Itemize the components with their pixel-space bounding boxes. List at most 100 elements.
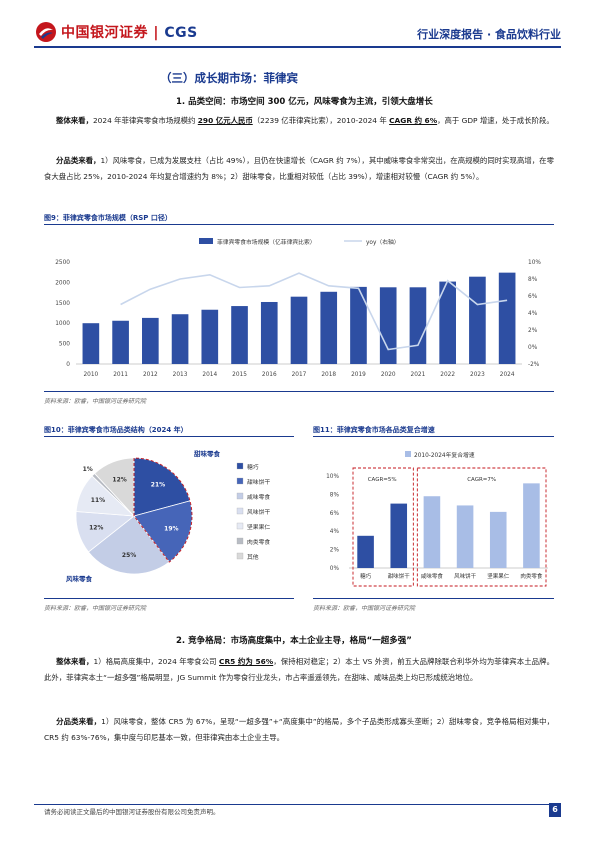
x-tick: 2024 bbox=[500, 372, 515, 378]
paragraph-category: 分品类来看，1）风味零食，已成为发展支柱（占比 49%），且仍在快速增长（CAG… bbox=[44, 156, 554, 181]
y-tick-right: -2% bbox=[528, 362, 540, 368]
x-tick: 2015 bbox=[232, 372, 247, 378]
pie-label: 25% bbox=[122, 552, 136, 559]
x-tick: 2021 bbox=[411, 372, 426, 378]
legend-swatch-甜味饼干 bbox=[236, 477, 244, 485]
subsection-title-1: 1. 品类空间：市场空间 300 亿元，风味零食为主流，引领大盘增长 bbox=[176, 97, 433, 107]
bar-风味饼干 bbox=[456, 505, 474, 568]
pie-label: 12% bbox=[89, 524, 103, 531]
bar-糖巧 bbox=[357, 535, 374, 568]
y-tick: 10% bbox=[326, 474, 339, 480]
y-tick-left: 0 bbox=[66, 362, 70, 368]
fig10-source: 资料来源：欧睿，中国银河证券研究院 bbox=[44, 605, 147, 612]
x-tick: 2019 bbox=[351, 372, 366, 378]
y-tick-left: 2500 bbox=[55, 260, 70, 266]
bar-2019 bbox=[350, 286, 367, 364]
sweet-group-outline bbox=[133, 457, 193, 563]
y-tick-right: 4% bbox=[528, 311, 538, 317]
report-type: 行业深度报告 · 食品饮料行业 bbox=[417, 28, 561, 41]
legend-label-line: yoy（右轴） bbox=[366, 238, 400, 246]
legend-label-肉类零食: 肉类零食 bbox=[247, 538, 270, 546]
brand-name: 中国银河证券 | CGS bbox=[61, 25, 198, 41]
yoy-line bbox=[120, 272, 508, 351]
bar-2011 bbox=[112, 320, 129, 364]
bar-2022 bbox=[439, 281, 456, 364]
legend-swatch-其他 bbox=[236, 552, 244, 560]
y-tick-left: 1000 bbox=[55, 321, 70, 327]
footer-divider bbox=[34, 804, 561, 805]
x-tick: 坚果果仁 bbox=[487, 572, 510, 580]
legend-swatch-咸味零食 bbox=[236, 492, 244, 500]
fig10-caption: 图10：菲律宾零食市场品类结构（2024 年） bbox=[44, 426, 188, 434]
group-label-sweet: 甜味零食 bbox=[194, 449, 221, 458]
bar-2023 bbox=[469, 276, 486, 364]
fig9-chart: 菲律宾零食市场规模（亿菲律宾比索） yoy（右轴） 0 500 1000 1500 2000… bbox=[55, 238, 541, 378]
x-tick: 咸味零食 bbox=[421, 572, 444, 580]
fig9-bottom-line bbox=[44, 391, 554, 392]
fig9-source: 资料来源：欧睿，中国银河证券研究院 bbox=[44, 398, 147, 405]
pie-slice-咸味零食 bbox=[87, 515, 170, 575]
fig9-caption: 图9：菲律宾零食市场规模（RSP 口径） bbox=[44, 214, 172, 222]
cgs-logo-icon bbox=[36, 22, 56, 42]
bar-2015 bbox=[231, 306, 248, 364]
sweet-group-box bbox=[352, 467, 414, 587]
bar-咸味零食 bbox=[423, 496, 441, 568]
y-tick-left: 500 bbox=[59, 342, 70, 348]
pie-label: 1% bbox=[83, 466, 93, 473]
bar-2024 bbox=[498, 272, 516, 364]
legend-swatch-风味饼干 bbox=[236, 507, 244, 515]
y-tick-right: 2% bbox=[528, 328, 538, 334]
footer-disclaimer: 请务必阅读正文最后的中国银河证券股份有限公司免责声明。 bbox=[44, 808, 220, 816]
fig9-top-line bbox=[44, 224, 554, 225]
x-tick: 2020 bbox=[381, 372, 396, 378]
legend-label-风味饼干: 风味饼干 bbox=[247, 508, 270, 516]
legend-label-糖巧: 糖巧 bbox=[247, 463, 259, 471]
fig11-bottom-line bbox=[313, 598, 554, 599]
bar-2014 bbox=[201, 309, 219, 364]
x-tick: 2022 bbox=[440, 372, 455, 378]
bar-2016 bbox=[260, 301, 278, 364]
subsection-title-2: 2. 竞争格局：市场高度集中，本土企业主导，格局“一超多强” bbox=[176, 636, 412, 646]
fig10-top-line bbox=[44, 436, 294, 437]
legend-label-bar: 菲律宾零食市场规模（亿菲律宾比索） bbox=[217, 238, 316, 246]
legend-swatch-bar bbox=[199, 238, 213, 244]
fig11-top-line bbox=[313, 436, 554, 437]
x-tick: 2017 bbox=[292, 372, 307, 378]
bar-2020 bbox=[379, 287, 397, 364]
x-tick: 2010 bbox=[83, 372, 98, 378]
y-tick: 0% bbox=[330, 566, 340, 572]
legend-swatch-cagr bbox=[405, 451, 411, 457]
fig10-bottom-line bbox=[44, 598, 294, 599]
x-tick: 2016 bbox=[262, 372, 277, 378]
bar-2021 bbox=[409, 287, 427, 364]
section-title: （三）成长期市场：菲律宾 bbox=[160, 71, 298, 85]
legend-swatch-糖巧 bbox=[236, 462, 244, 470]
legend-label-咸味零食: 咸味零食 bbox=[247, 493, 270, 501]
paragraph-market-size: 整体来看，2024 年菲律宾零食市场规模约 290 亿元人民币（2239 亿菲律… bbox=[56, 116, 554, 125]
bar-2010 bbox=[82, 323, 100, 364]
annotation-savory-cagr: CAGR=7% bbox=[467, 477, 496, 483]
fig9-legend: 菲律宾零食市场规模（亿菲律宾比索） yoy（右轴） bbox=[199, 238, 400, 246]
bar-坚果果仁 bbox=[489, 511, 507, 568]
annotation-sweet-cagr: CAGR=5% bbox=[368, 477, 397, 483]
legend-swatch-肉类零食 bbox=[236, 537, 244, 545]
x-tick: 2011 bbox=[113, 372, 128, 378]
page-number: 6 bbox=[549, 803, 561, 817]
y-tick: 8% bbox=[330, 492, 340, 498]
x-tick: 2018 bbox=[321, 372, 336, 378]
legend-label-cagr: 2010-2024年复合增速 bbox=[414, 451, 475, 459]
x-tick: 2023 bbox=[470, 372, 485, 378]
fig11-chart: 2010-2024年复合增速 0% 2% 4% 6% 8% 10% CAGR=5% CAGR=7… bbox=[326, 451, 548, 587]
paragraph-competition-category: 分品类来看，1）风味零食，整体 CR5 为 67%，呈现“一超多强”+“高度集中… bbox=[44, 717, 554, 742]
x-tick: 2014 bbox=[202, 372, 217, 378]
x-tick: 2013 bbox=[173, 372, 188, 378]
y-tick-right: 10% bbox=[528, 260, 541, 266]
header-divider bbox=[34, 46, 561, 48]
x-tick: 肉类零食 bbox=[520, 572, 543, 580]
fig11-source: 资料来源：欧睿，中国银河证券研究院 bbox=[313, 605, 416, 612]
legend-label-甜味饼干: 甜味饼干 bbox=[247, 478, 270, 486]
pie-label: 11% bbox=[91, 497, 105, 504]
group-label-savory: 风味零食 bbox=[66, 574, 93, 583]
fig11-caption: 图11：菲律宾零食市场各品类复合增速 bbox=[313, 426, 435, 434]
